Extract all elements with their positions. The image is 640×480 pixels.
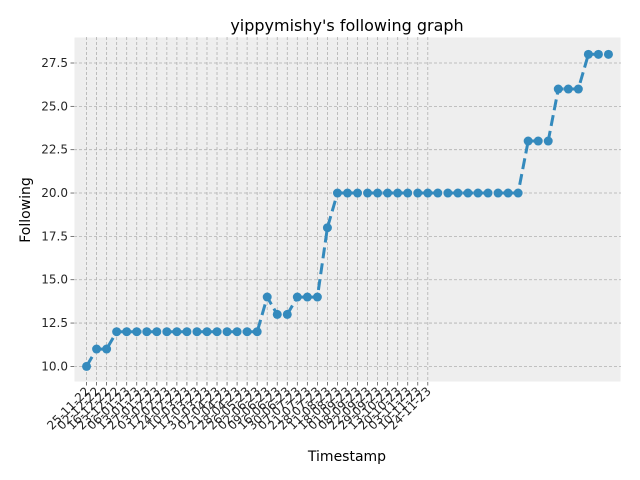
data-point [322, 223, 332, 233]
data-point [302, 292, 312, 302]
data-point [433, 188, 443, 198]
data-point [503, 188, 513, 198]
data-point [282, 309, 292, 319]
data-point [443, 188, 453, 198]
data-point [312, 292, 322, 302]
data-point [142, 327, 152, 337]
data-point [272, 309, 282, 319]
x-axis-label: Timestamp [307, 449, 386, 465]
data-point [403, 188, 413, 198]
data-point [383, 188, 393, 198]
data-point [513, 188, 523, 198]
y-tick-label: 27.5 [41, 56, 68, 70]
data-point [192, 327, 202, 337]
data-point [102, 344, 112, 354]
data-point [483, 188, 493, 198]
data-point [473, 188, 483, 198]
data-point [132, 327, 142, 337]
y-tick-labels: 10.0 12.5 15.0 17.5 20.0 22.5 25.0 27.5 [41, 56, 74, 373]
data-point [343, 188, 352, 198]
data-point [573, 84, 583, 94]
data-point [493, 188, 503, 198]
data-point [92, 344, 102, 354]
y-tick-label: 17.5 [41, 229, 68, 243]
data-point [82, 361, 92, 371]
data-point [373, 188, 383, 198]
chart-title: yippymishy's following graph [230, 16, 463, 35]
data-point [202, 327, 212, 337]
data-point [232, 327, 242, 337]
y-tick-label: 20.0 [41, 186, 68, 200]
y-tick-label: 25.0 [41, 99, 68, 113]
data-point [463, 188, 473, 198]
data-point [423, 188, 433, 198]
data-point [332, 188, 342, 198]
data-point [292, 292, 302, 302]
data-point [363, 188, 373, 198]
data-point [162, 327, 172, 337]
x-gridlines [86, 37, 429, 382]
x-tick-labels: 25-11-2202-12-2216-12-2223-12-2206-01-23… [44, 382, 434, 433]
y-tick-label: 22.5 [41, 143, 68, 157]
data-point [393, 188, 403, 198]
data-point [172, 327, 182, 337]
y-gridlines [74, 62, 621, 367]
data-point [353, 188, 363, 198]
data-point [212, 327, 222, 337]
y-tick-label: 10.0 [41, 359, 68, 373]
y-tick-label: 12.5 [41, 316, 68, 330]
data-point [553, 84, 563, 94]
data-point [603, 49, 613, 59]
series-following [82, 49, 613, 371]
data-point [182, 327, 192, 337]
data-point [242, 327, 252, 337]
data-point [122, 327, 132, 337]
data-point [252, 327, 262, 337]
data-point [583, 49, 593, 59]
y-axis-label: Following [18, 177, 34, 243]
data-point [112, 327, 122, 337]
data-point [523, 136, 533, 146]
data-point [533, 136, 543, 146]
data-point [413, 188, 423, 198]
data-point [262, 292, 272, 302]
data-point [453, 188, 463, 198]
data-point [543, 136, 553, 146]
data-point [593, 49, 603, 59]
data-point [152, 327, 162, 337]
data-point [222, 327, 232, 337]
y-tick-label: 15.0 [41, 273, 68, 287]
data-point [563, 84, 573, 94]
